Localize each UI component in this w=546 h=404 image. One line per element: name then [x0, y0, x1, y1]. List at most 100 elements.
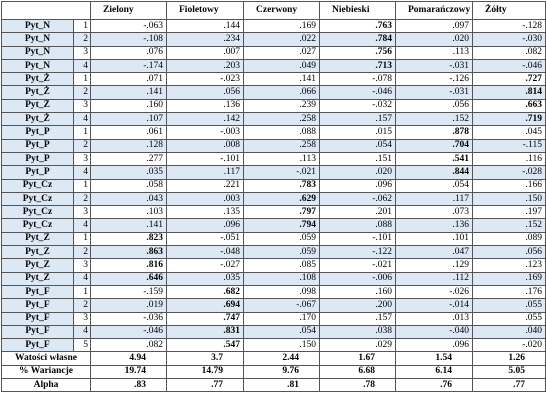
- cell: .071: [90, 72, 167, 87]
- row-index: 1: [73, 72, 91, 87]
- cell: .541: [395, 151, 473, 167]
- footer-cell: 1.67: [319, 351, 396, 366]
- data-row: Pyt_N 4 -.174.203.049.713 -.031 -.046: [1, 58, 546, 74]
- cell: .169: [243, 18, 320, 34]
- row-index: 2: [73, 298, 91, 313]
- row-label: Pyt_N: [1, 18, 74, 34]
- data-row: Pyt_Z 4.646.035.108 -.006.112.169: [1, 271, 546, 286]
- row-label: Pyt_Cz: [1, 218, 74, 233]
- cell: .123: [472, 258, 546, 273]
- row-label: Pyt_F: [1, 311, 74, 326]
- cell: .239: [243, 98, 320, 114]
- row-label: Pyt_P: [1, 151, 74, 167]
- cell: .682: [166, 284, 244, 300]
- cell: .117: [166, 165, 244, 180]
- cell: .035: [166, 271, 244, 286]
- cell: .003: [166, 191, 244, 207]
- footer-label: % Wariancje: [1, 364, 91, 380]
- data-row: Pyt_P 3.277 -.101.113.151.541.116: [1, 151, 546, 167]
- cell: .814: [472, 85, 546, 100]
- cell: -.128: [472, 18, 546, 34]
- cell: -.101: [319, 231, 396, 247]
- data-row: Pyt_N 3.076.007.027.756.113.082: [1, 45, 546, 60]
- cell: -.026: [395, 284, 473, 300]
- cell: .096: [319, 178, 396, 193]
- footer-row: Alpha .83.77.81.78.76.77: [1, 378, 546, 393]
- cell: .020: [395, 32, 473, 47]
- cell: .073: [395, 205, 473, 220]
- cell: .103: [90, 205, 167, 220]
- cell: .096: [395, 338, 473, 353]
- cell: .136: [166, 98, 244, 114]
- cell: .547: [166, 338, 244, 353]
- row-label: Pyt_P: [1, 165, 74, 180]
- row-index: 4: [73, 112, 91, 127]
- data-row: Pyt_P 4.035.117 -.021.020.844 -.028: [1, 165, 546, 180]
- cell: .008: [166, 138, 244, 153]
- cell: .107: [90, 112, 167, 127]
- row-label: Pyt_Ż: [1, 85, 74, 100]
- cell: -.014: [395, 298, 473, 313]
- row-label: Pyt_F: [1, 298, 74, 313]
- cell: .038: [319, 324, 396, 340]
- cell: .045: [472, 125, 546, 140]
- footer-cell: .81: [243, 378, 320, 393]
- column-header: Żółty: [472, 1, 546, 20]
- data-row: Pyt_Cz 1.058.221.783.096.054.166: [1, 178, 546, 193]
- row-label: Pyt_Z: [1, 271, 74, 286]
- cell: -.067: [243, 298, 320, 313]
- row-index: 4: [73, 271, 91, 286]
- cell: .152: [472, 218, 546, 233]
- row-label: Pyt_Ż: [1, 72, 74, 87]
- row-index: 2: [73, 191, 91, 207]
- cell: .150: [472, 191, 546, 207]
- row-index: 1: [73, 178, 91, 193]
- cell: .694: [166, 298, 244, 313]
- cell: .763: [319, 18, 396, 34]
- footer-cell: 4.94: [90, 351, 167, 366]
- cell: .097: [395, 18, 473, 34]
- row-label: Pyt_N: [1, 32, 74, 47]
- cell: .101: [395, 231, 473, 247]
- cell: -.032: [319, 98, 396, 114]
- footer-cell: .78: [319, 378, 396, 393]
- cell: .157: [319, 112, 396, 127]
- cell: -.051: [166, 231, 244, 247]
- row-label: Pyt_Z: [1, 245, 74, 260]
- cell: .816: [90, 258, 167, 273]
- data-row: Pyt_N 1 -.063.144.169.763.097 -.128: [1, 18, 546, 34]
- cell: .056: [395, 98, 473, 114]
- cell: .066: [243, 85, 320, 100]
- data-row: Pyt_F 4 -.046.831.054.038 -.040.040: [1, 324, 546, 340]
- cell: -.174: [90, 58, 167, 74]
- row-index: 4: [73, 324, 91, 340]
- row-label: Pyt_Ż: [1, 98, 74, 114]
- cell: -.101: [166, 151, 244, 167]
- data-row: Pyt_Ż 4.107.142.258.157.152.719: [1, 112, 546, 127]
- cell: .015: [319, 125, 396, 140]
- cell: .141: [90, 218, 167, 233]
- cell: .169: [472, 271, 546, 286]
- row-index: 4: [73, 165, 91, 180]
- cell: .029: [319, 338, 396, 353]
- cell: .629: [243, 191, 320, 207]
- cell: .040: [472, 324, 546, 340]
- data-row: Pyt_Ż 2.141.056.066 -.046 -.031.814: [1, 85, 546, 100]
- cell: .144: [166, 18, 244, 34]
- row-label: Pyt_Z: [1, 231, 74, 247]
- cell: -.030: [472, 32, 546, 47]
- cell: .098: [243, 284, 320, 300]
- footer-cell: 1.54: [395, 351, 473, 366]
- footer-row: Watości własne 4.94 3.7 2.44 1.67 1.54 1.26: [1, 351, 546, 366]
- cell: .160: [319, 284, 396, 300]
- cell: .878: [395, 125, 473, 140]
- cell: .160: [90, 98, 167, 114]
- column-header: Pomarańczowy: [395, 1, 473, 20]
- cell: .059: [243, 231, 320, 247]
- cell: .059: [243, 245, 320, 260]
- cell: .055: [472, 298, 546, 313]
- cell: -.036: [90, 311, 167, 326]
- data-row: Pyt_Cz 3.103.135.797.201.073.197: [1, 205, 546, 220]
- cell: .713: [319, 58, 396, 74]
- cell: .019: [90, 298, 167, 313]
